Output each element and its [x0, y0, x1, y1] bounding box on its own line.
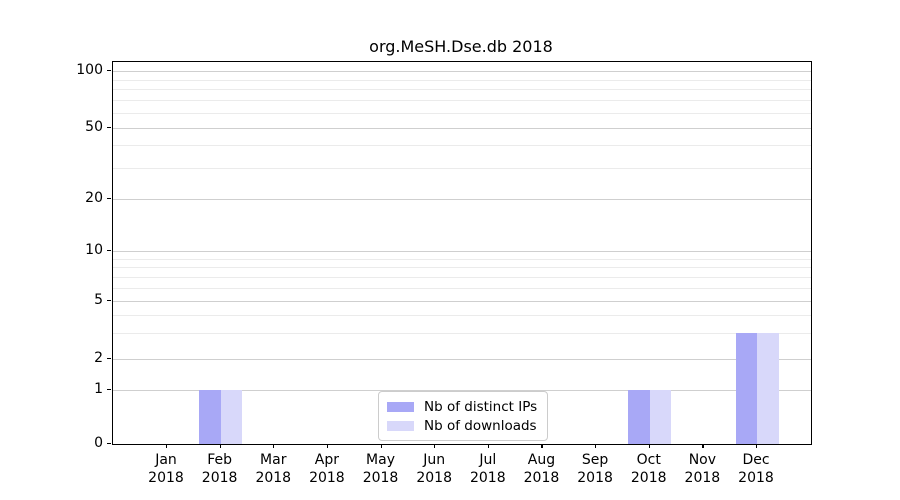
- x-tick-label: Feb 2018: [188, 452, 252, 487]
- x-tick-label-year: 2018: [469, 469, 506, 486]
- x-tick: [648, 444, 650, 448]
- gridline-minor: [113, 276, 811, 278]
- y-tick-label: 2: [94, 350, 103, 366]
- legend-label: Nb of downloads: [424, 417, 537, 434]
- gridline-major: [113, 390, 811, 391]
- gridline-minor: [113, 333, 811, 335]
- x-tick: [273, 444, 275, 448]
- gridline-minor: [113, 145, 811, 147]
- y-tick: [107, 250, 111, 252]
- x-tick-label: Mar 2018: [241, 452, 305, 487]
- y-tick-label: 10: [85, 242, 103, 258]
- bar-distinct-ips: [199, 390, 221, 444]
- y-tick: [107, 198, 111, 200]
- gridline-minor: [113, 258, 811, 260]
- x-tick-label-month: Nov: [688, 452, 717, 468]
- bar-downloads: [757, 333, 779, 444]
- x-tick-label-year: 2018: [309, 469, 345, 486]
- x-tick-label-month: Jan: [155, 452, 177, 468]
- gridline-minor: [113, 287, 811, 289]
- legend-swatch: [387, 401, 414, 412]
- y-tick-label: 5: [94, 292, 103, 308]
- x-tick-label-year: 2018: [148, 469, 184, 486]
- x-tick-label: May 2018: [349, 452, 413, 487]
- y-tick: [107, 70, 111, 72]
- x-tick-label-year: 2018: [684, 469, 721, 486]
- x-tick-label-year: 2018: [738, 469, 774, 486]
- legend-item: Nb of downloads: [387, 416, 537, 435]
- x-tick-label-month: May: [366, 452, 395, 468]
- x-tick: [702, 444, 704, 448]
- x-tick-label: Jun 2018: [402, 452, 466, 487]
- legend-swatch: [387, 420, 414, 431]
- y-tick-label: 1: [94, 381, 103, 397]
- x-tick: [166, 444, 168, 448]
- legend-item: Nb of distinct IPs: [387, 397, 537, 416]
- gridline-minor: [113, 267, 811, 269]
- x-tick: [380, 444, 382, 448]
- x-tick-label-month: Mar: [260, 452, 287, 468]
- y-tick: [107, 127, 111, 129]
- bar-downloads: [220, 390, 243, 444]
- gridline-major: [113, 251, 811, 252]
- gridline-major: [113, 199, 811, 200]
- y-tick: [107, 443, 111, 445]
- gridline-minor: [113, 113, 811, 114]
- y-tick: [107, 300, 111, 302]
- gridline-major: [113, 301, 811, 302]
- gridline-minor: [113, 89, 811, 91]
- x-tick-label-month: Dec: [742, 452, 770, 468]
- x-tick-label: Aug 2018: [509, 452, 573, 487]
- x-tick-label: Jan 2018: [134, 452, 198, 487]
- x-tick-label-year: 2018: [523, 469, 560, 486]
- x-tick-label: Jul 2018: [456, 452, 520, 487]
- x-tick-label: Dec 2018: [724, 452, 788, 487]
- x-tick-label-year: 2018: [630, 469, 667, 486]
- gridline-minor: [113, 167, 811, 169]
- x-tick-label: Oct 2018: [617, 452, 681, 487]
- legend: Nb of distinct IPs Nb of downloads: [378, 391, 549, 441]
- bar-distinct-ips: [735, 333, 757, 444]
- x-tick-label-month: Oct: [636, 452, 661, 468]
- x-tick-label-month: Sep: [581, 452, 609, 468]
- x-tick-label-month: Aug: [527, 452, 556, 468]
- bar-distinct-ips: [628, 390, 650, 444]
- x-tick-label-year: 2018: [577, 469, 613, 486]
- x-tick-label-year: 2018: [201, 469, 238, 486]
- gridline-major: [113, 128, 811, 129]
- bar-downloads: [649, 390, 672, 444]
- x-tick: [756, 444, 758, 448]
- x-tick-label-month: Feb: [207, 452, 233, 468]
- x-tick-label-year: 2018: [362, 469, 399, 486]
- x-tick-label: Apr 2018: [295, 452, 359, 487]
- gridline-minor: [113, 315, 811, 317]
- x-tick: [595, 444, 597, 448]
- chart-title: org.MeSH.Dse.db 2018: [369, 37, 553, 56]
- y-tick: [107, 358, 111, 360]
- x-tick-label: Sep 2018: [563, 452, 627, 487]
- y-tick-label: 100: [76, 62, 103, 78]
- gridline-major: [113, 359, 811, 360]
- x-tick: [541, 444, 543, 448]
- x-tick-label-month: Jul: [479, 452, 497, 468]
- gridline-minor: [113, 100, 811, 102]
- y-tick-label: 20: [85, 190, 103, 206]
- x-tick-label-month: Jun: [423, 452, 446, 468]
- x-tick-label-year: 2018: [416, 469, 452, 486]
- plot-area: [112, 61, 812, 445]
- x-tick: [219, 444, 221, 448]
- x-tick-label-month: Apr: [314, 452, 340, 468]
- y-tick-label: 50: [85, 119, 103, 135]
- x-tick-label: Nov 2018: [670, 452, 734, 487]
- y-tick: [107, 389, 111, 391]
- gridline-minor: [113, 79, 811, 81]
- x-tick: [487, 444, 489, 448]
- y-tick-label: 0: [94, 435, 103, 451]
- gridline-major: [113, 71, 811, 72]
- x-tick: [326, 444, 329, 448]
- x-tick-label-year: 2018: [255, 469, 292, 486]
- legend-label: Nb of distinct IPs: [424, 398, 538, 415]
- x-tick: [434, 444, 436, 448]
